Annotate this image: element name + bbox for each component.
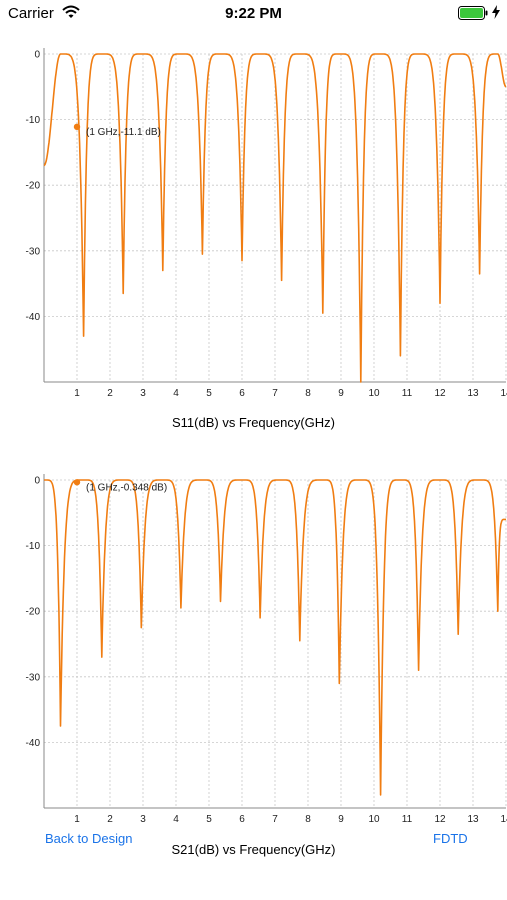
fdtd-link[interactable]: FDTD	[433, 831, 468, 846]
s11-x-tick-label: 8	[305, 388, 311, 399]
carrier-label: Carrier	[8, 5, 54, 22]
s11-dip-point	[322, 312, 324, 314]
s11-dip-point	[241, 260, 243, 262]
s21-x-tick-label: 12	[434, 814, 446, 825]
s11-x-tick-label: 14	[500, 388, 507, 399]
s11-x-tick-label: 3	[140, 388, 146, 399]
status-bar: Carrier 9:22 PM	[0, 0, 507, 28]
s21-y-tick-label: 0	[34, 476, 40, 487]
s11-x-tick-label: 9	[338, 388, 344, 399]
s21-dip-point	[140, 627, 142, 629]
s21-x-tick-label: 3	[140, 814, 146, 825]
s21-x-tick-label: 13	[467, 814, 479, 825]
s11-x-tick-label: 5	[206, 388, 212, 399]
s21-x-tick-label: 11	[402, 814, 413, 825]
clock: 9:22 PM	[225, 5, 282, 22]
s21-chart[interactable]: 12345678910111213140-10-20-30-40(1 GHz,-…	[0, 466, 507, 826]
s21-x-tick-label: 10	[368, 814, 380, 825]
s21-x-tick-label: 8	[305, 814, 311, 825]
s21-y-tick-label: -30	[26, 672, 41, 683]
s11-marker-label: (1 GHz,-11.1 dB)	[86, 127, 161, 138]
s21-x-tick-label: 14	[500, 814, 507, 825]
s11-y-tick-label: -30	[26, 246, 41, 257]
s21-grid	[44, 479, 507, 808]
s11-x-tick-label: 6	[239, 388, 245, 399]
s21-y-tick-label: -10	[26, 541, 41, 552]
s11-x-tick-label: 13	[467, 388, 479, 399]
s11-dip-point	[479, 273, 481, 275]
s11-x-tick-label: 2	[107, 388, 113, 399]
charging-bolt-icon	[492, 5, 500, 22]
s11-dip-point	[439, 302, 441, 304]
s11-dip-point	[122, 292, 124, 294]
s11-y-tick-label: -20	[26, 181, 41, 192]
s11-chart[interactable]: 12345678910111213140-10-20-30-40(1 GHz,-…	[0, 40, 507, 400]
s11-x-tick-label: 4	[173, 388, 179, 399]
s21-x-tick-label: 7	[272, 814, 278, 825]
s11-y-tick-label: -10	[26, 115, 41, 126]
s11-x-tick-label: 7	[272, 388, 278, 399]
s21-dip-point	[457, 633, 459, 635]
s11-plot[interactable]: 12345678910111213140-10-20-30-40(1 GHz,-…	[0, 40, 507, 400]
s21-dip-point	[380, 794, 382, 796]
s11-x-tick-label: 1	[74, 388, 80, 399]
back-to-design-link[interactable]: Back to Design	[45, 831, 133, 846]
s21-dip-point	[418, 669, 420, 671]
s21-marker-point	[73, 479, 81, 486]
s11-dip-point	[83, 335, 85, 337]
s11-dip-point	[399, 355, 401, 357]
s21-x-tick-label: 1	[74, 814, 80, 825]
s21-axis-title: S21(dB) vs Frequency(GHz)	[171, 842, 336, 857]
s21-x-tick-label: 2	[107, 814, 113, 825]
s21-marker-label: (1 GHz,-0.348 dB)	[86, 482, 167, 493]
s21-dip-point	[497, 610, 499, 612]
s11-dip-point	[360, 381, 362, 383]
s11-y-tick-label: -40	[26, 312, 41, 323]
s21-dip-point	[299, 640, 301, 642]
s11-y-tick-label: 0	[34, 50, 40, 61]
s21-dip-point	[180, 607, 182, 609]
s11-grid	[44, 53, 507, 382]
s11-marker-point	[73, 123, 81, 131]
s21-dip-point	[259, 617, 261, 619]
s11-dip-point	[201, 253, 203, 255]
s11-x-tick-label: 11	[402, 388, 413, 399]
s11-dip-point	[162, 269, 164, 271]
s21-x-tick-label: 6	[239, 814, 245, 825]
battery-icon	[458, 6, 488, 25]
s21-y-tick-label: -20	[26, 607, 41, 618]
s21-series-line	[43, 479, 507, 796]
s21-dip-point	[60, 725, 61, 727]
s21-x-tick-label: 4	[173, 814, 179, 825]
s11-x-tick-label: 12	[434, 388, 446, 399]
s21-dip-point	[338, 682, 340, 684]
s11-x-tick-label: 10	[368, 388, 380, 399]
s21-dip-point	[101, 656, 103, 658]
s21-x-tick-label: 5	[206, 814, 212, 825]
s11-dip-point	[281, 279, 283, 281]
s21-x-tick-label: 9	[338, 814, 344, 825]
s21-dip-point	[220, 600, 222, 602]
s11-axis-title: S11(dB) vs Frequency(GHz)	[171, 415, 336, 430]
wifi-icon	[62, 5, 80, 24]
s21-y-tick-label: -40	[26, 738, 41, 749]
s21-plot[interactable]: 12345678910111213140-10-20-30-40(1 GHz,-…	[0, 466, 507, 826]
